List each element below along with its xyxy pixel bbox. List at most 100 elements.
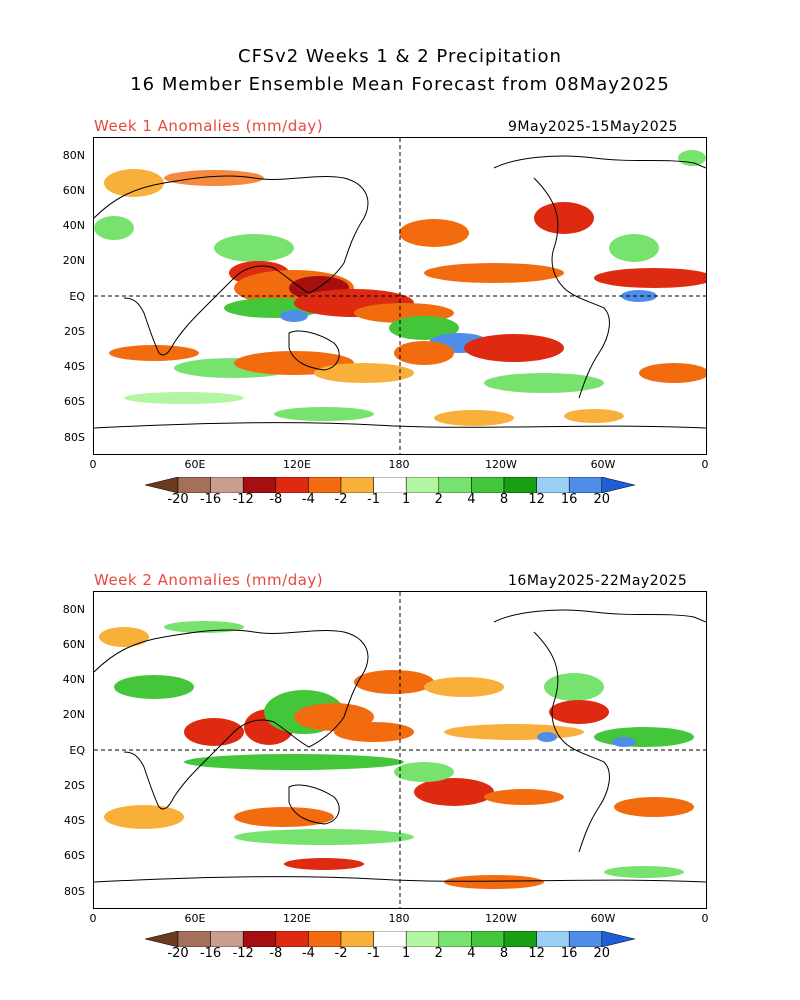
week2-coastlines: [94, 609, 706, 883]
chart-title-line1: CFSv2 Weeks 1 & 2 Precipitation: [238, 46, 562, 67]
week2-lon-tick: 60W: [590, 912, 616, 925]
colorbar-tick-label: 12: [528, 946, 545, 961]
colorbar-segment: [308, 476, 342, 494]
week1-lat-tick: 20S: [64, 325, 85, 338]
chart-title-line2: 16 Member Ensemble Mean Forecast from 08…: [130, 74, 670, 95]
week2-lat-tick: 20N: [62, 708, 85, 721]
week1-lat-tick: 60S: [64, 395, 85, 408]
week1-panel-label: Week 1 Anomalies (mm/day): [94, 117, 324, 135]
week1-lat-tick: EQ: [69, 290, 85, 303]
week1-colorbar: [144, 476, 660, 497]
week2-lat-tick: 40S: [64, 814, 85, 827]
week1-coastlines: [94, 155, 706, 429]
week1-colorbar-svg: [144, 476, 635, 494]
week2-map-svg: [94, 592, 706, 908]
week2-map: [93, 591, 707, 909]
colorbar-segment: [275, 476, 309, 494]
colorbar-tick-label: -2: [334, 946, 348, 961]
colorbar-segment: [373, 476, 407, 494]
week2-lon-tick: 0: [701, 912, 709, 925]
week2-lon-tick: 120E: [283, 912, 311, 925]
colorbar-segment: [536, 930, 570, 948]
colorbar-segment: [438, 930, 472, 948]
colorbar-segment: [568, 930, 603, 948]
week1-lon-tick: 120E: [283, 458, 311, 471]
colorbar-tick-label: 8: [499, 492, 509, 507]
colorbar-segment: [405, 476, 440, 494]
week1-date-range: 9May2025-15May2025: [508, 119, 678, 135]
colorbar-tick-label: 2: [434, 492, 443, 507]
week2-anomaly-fields: [99, 621, 694, 889]
colorbar-tick-label: 20: [593, 492, 611, 507]
colorbar-segment: [177, 930, 211, 948]
week1-lat-tick: 60N: [62, 184, 85, 197]
week1-lon-tick: 60W: [590, 458, 616, 471]
week1-lat-tick: 40N: [62, 219, 85, 232]
colorbar-segment: [405, 930, 440, 948]
week1-map-svg: [94, 138, 706, 454]
colorbar-arrow-low: [144, 476, 179, 494]
colorbar-tick-label: 12: [528, 492, 545, 507]
week2-lon-tick: 60E: [184, 912, 206, 925]
week2-lon-tick: 0: [89, 912, 97, 925]
colorbar-segment: [210, 930, 244, 948]
colorbar-tick-label: 16: [560, 946, 578, 961]
colorbar-tick-label: -8: [269, 946, 283, 961]
week2-date-range: 16May2025-22May2025: [508, 573, 688, 589]
colorbar-segment: [536, 476, 570, 494]
colorbar-segment: [242, 930, 277, 948]
colorbar-arrow-high: [601, 930, 635, 948]
colorbar-tick-label: 8: [499, 946, 509, 961]
colorbar-arrow-low: [144, 930, 179, 948]
week1-lat-tick: 40S: [64, 360, 85, 373]
colorbar-segment: [503, 930, 537, 948]
colorbar-segment: [340, 476, 374, 494]
week1-anomaly-fields: [94, 150, 706, 426]
week1-lon-tick: 60E: [184, 458, 206, 471]
week2-lon-tick: 180: [388, 912, 410, 925]
colorbar-tick-label: -1: [367, 492, 381, 507]
colorbar-tick-label: -4: [301, 492, 315, 507]
colorbar-tick-label: -12: [232, 492, 254, 507]
week2-lat-tick: EQ: [69, 744, 85, 757]
colorbar-segment: [308, 930, 342, 948]
colorbar-segment: [471, 930, 505, 948]
week2-lat-tick: 60S: [64, 849, 85, 862]
colorbar-segment: [438, 476, 472, 494]
colorbar-segment: [503, 476, 537, 494]
colorbar-segment: [568, 476, 603, 494]
week1-lat-tick: 80S: [64, 431, 85, 444]
week1-lat-tick: 20N: [62, 254, 85, 267]
colorbar-tick-label: -20: [167, 492, 189, 507]
week2-colorbar: [144, 930, 660, 951]
week2-colorbar-svg: [144, 930, 635, 948]
colorbar-segment: [373, 930, 407, 948]
colorbar-segment: [340, 930, 374, 948]
colorbar-tick-label: 20: [593, 946, 611, 961]
colorbar-arrow-high: [601, 476, 635, 494]
colorbar-tick-label: -2: [334, 492, 348, 507]
colorbar-tick-label: -1: [367, 946, 381, 961]
week2-lat-tick: 80N: [62, 603, 85, 616]
colorbar-tick-label: -16: [199, 946, 222, 961]
colorbar-tick-label: 4: [467, 946, 476, 961]
week2-lat-tick: 60N: [62, 638, 85, 651]
week1-lon-tick: 0: [701, 458, 709, 471]
colorbar-segment: [275, 930, 309, 948]
week1-lon-tick: 120W: [485, 458, 517, 471]
week1-map: [93, 137, 707, 455]
week2-panel-label: Week 2 Anomalies (mm/day): [94, 571, 324, 589]
colorbar-segment: [471, 476, 505, 494]
colorbar-tick-label: 16: [560, 492, 578, 507]
colorbar-segment: [242, 476, 277, 494]
colorbar-tick-label: -20: [167, 946, 189, 961]
week1-lat-tick: 80N: [62, 149, 85, 162]
week2-lon-tick: 120W: [485, 912, 517, 925]
colorbar-tick-label: -4: [301, 946, 315, 961]
week2-lat-tick: 40N: [62, 673, 85, 686]
week2-lat-tick: 20S: [64, 779, 85, 792]
colorbar-tick-label: -12: [232, 946, 254, 961]
week1-lon-tick: 0: [89, 458, 97, 471]
colorbar-segment: [210, 476, 244, 494]
colorbar-tick-label: 1: [402, 492, 411, 507]
